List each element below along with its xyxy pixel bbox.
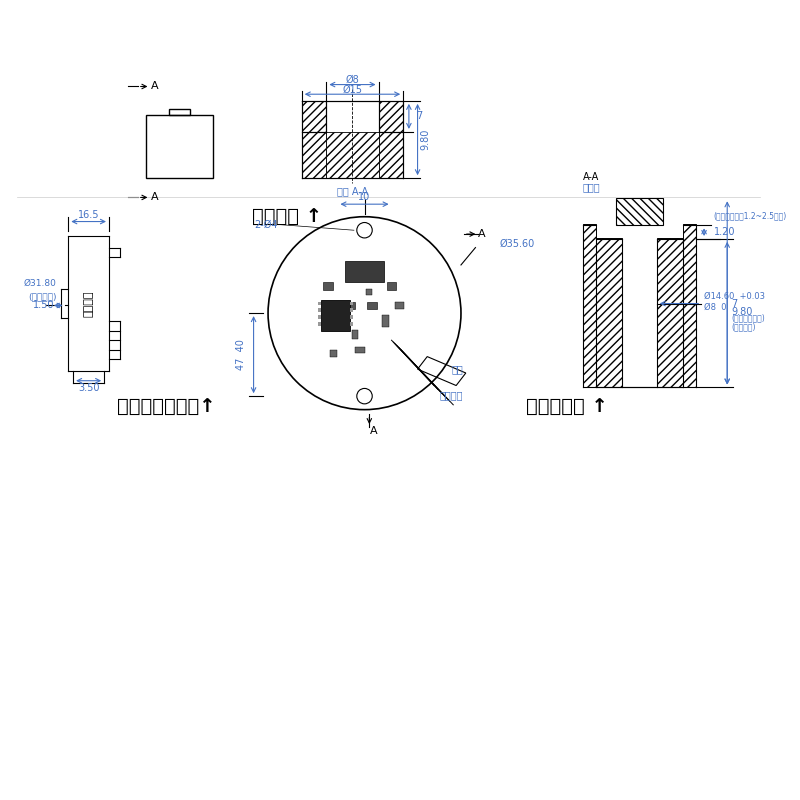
Text: 飞单梯率: 飞单梯率 (84, 290, 94, 317)
Bar (367, 302, 377, 310)
Text: (磁钢高度): (磁钢高度) (731, 322, 755, 331)
Bar (326, 132, 378, 178)
Bar (318, 322, 321, 326)
Text: 出线方向: 出线方向 (440, 390, 463, 400)
Bar (395, 302, 403, 309)
Text: (定位止口): (定位止口) (28, 292, 57, 302)
Text: (磁钢内孔深度): (磁钢内孔深度) (731, 314, 765, 322)
Bar (386, 282, 396, 290)
Text: 47  40: 47 40 (236, 339, 246, 370)
Text: A: A (151, 82, 159, 91)
Text: Ø31.80: Ø31.80 (24, 278, 57, 288)
Bar (302, 101, 326, 178)
Bar (318, 308, 321, 312)
Text: Ø8: Ø8 (346, 74, 359, 85)
Text: 16.5: 16.5 (78, 210, 99, 220)
Bar (346, 302, 355, 310)
Bar (318, 315, 321, 319)
Bar (366, 289, 372, 295)
Text: 7: 7 (731, 298, 738, 309)
Bar (350, 315, 353, 319)
Text: 7: 7 (417, 111, 423, 122)
Bar (350, 302, 353, 306)
Bar (378, 101, 403, 178)
Bar (683, 225, 696, 387)
Bar (616, 198, 662, 226)
Text: A: A (370, 426, 378, 436)
Text: 磁钢: 磁钢 (451, 364, 463, 374)
Bar (330, 350, 337, 357)
Text: 剖开图: 剖开图 (582, 182, 600, 192)
Text: Ø8  0: Ø8 0 (704, 303, 726, 312)
Text: Ø15: Ø15 (342, 84, 362, 94)
Text: 编码器本体尺寸↑: 编码器本体尺寸↑ (118, 398, 216, 416)
Text: A: A (151, 193, 159, 202)
Text: 9.80: 9.80 (731, 307, 753, 318)
Bar (350, 322, 353, 326)
Bar (355, 347, 365, 353)
Text: 10: 10 (358, 193, 370, 202)
Bar (350, 308, 353, 312)
Bar (596, 238, 622, 387)
Bar (146, 115, 213, 178)
Text: 3.50: 3.50 (78, 383, 99, 394)
Bar (169, 109, 190, 115)
Bar (323, 282, 333, 290)
Bar (352, 330, 358, 338)
Text: 1.20: 1.20 (714, 227, 735, 237)
Bar (382, 315, 389, 326)
Text: Ø35.60: Ø35.60 (499, 238, 534, 249)
Text: 2-Ø4: 2-Ø4 (254, 219, 278, 230)
Text: 剖面 A-A: 剖面 A-A (337, 186, 368, 197)
Text: A-A: A-A (582, 172, 598, 182)
Text: 磁钢尺寸 ↑: 磁钢尺寸 ↑ (252, 207, 322, 226)
Text: 9.80: 9.80 (420, 129, 430, 150)
Bar (321, 300, 350, 330)
Text: 磁间隙说明 ↑: 磁间隙说明 ↑ (526, 398, 608, 416)
Text: 1.50: 1.50 (33, 301, 54, 310)
Text: A: A (478, 229, 486, 239)
Bar (346, 261, 384, 282)
Bar (582, 225, 596, 387)
Bar (318, 302, 321, 306)
Bar (657, 238, 683, 387)
Text: (磁间隙保持在1.2~2.5之间): (磁间隙保持在1.2~2.5之间) (714, 211, 787, 220)
Text: Ø14.60  +0.03: Ø14.60 +0.03 (704, 291, 765, 300)
